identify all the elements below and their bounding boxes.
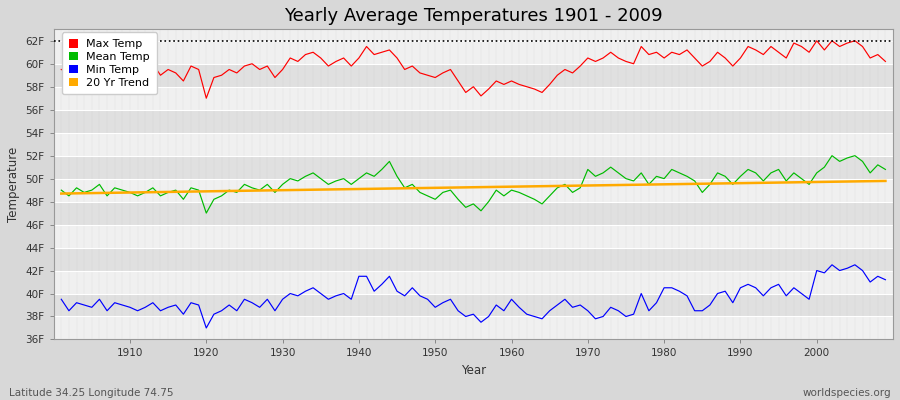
Bar (54, 156, 893, 179)
Bar (54, 133, 893, 156)
Bar (54, 110, 893, 133)
Bar (54, 224, 893, 248)
Bar (54, 41, 893, 64)
Text: worldspecies.org: worldspecies.org (803, 388, 891, 398)
Bar (54, 316, 893, 340)
Bar (54, 87, 893, 110)
Y-axis label: Temperature: Temperature (7, 147, 20, 222)
Bar (54, 179, 893, 202)
Bar (54, 202, 893, 224)
Text: Latitude 34.25 Longitude 74.75: Latitude 34.25 Longitude 74.75 (9, 388, 174, 398)
Bar (54, 270, 893, 294)
Bar (54, 248, 893, 270)
Bar (54, 64, 893, 87)
X-axis label: Year: Year (461, 364, 486, 377)
Bar (54, 294, 893, 316)
Title: Yearly Average Temperatures 1901 - 2009: Yearly Average Temperatures 1901 - 2009 (284, 7, 662, 25)
Legend: Max Temp, Mean Temp, Min Temp, 20 Yr Trend: Max Temp, Mean Temp, Min Temp, 20 Yr Tre… (62, 32, 157, 94)
